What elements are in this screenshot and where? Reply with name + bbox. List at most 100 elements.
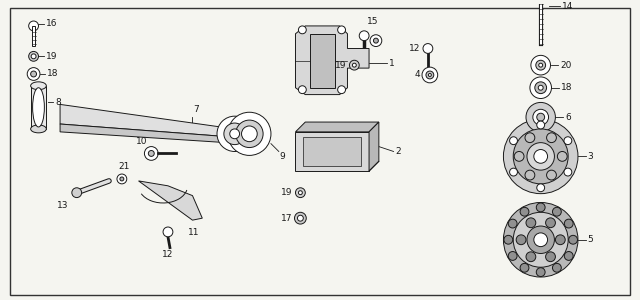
Text: 6: 6 [565,112,571,122]
Text: 2: 2 [396,147,401,156]
Circle shape [374,38,378,43]
Circle shape [535,82,547,94]
Text: 13: 13 [58,200,69,209]
Bar [310,34,335,88]
Text: 19: 19 [281,188,292,197]
Circle shape [564,219,573,228]
Circle shape [29,21,38,31]
Circle shape [370,35,382,46]
Circle shape [527,226,554,254]
Circle shape [564,137,572,145]
Circle shape [217,116,252,152]
Circle shape [547,170,556,180]
Text: 18: 18 [47,70,58,79]
Circle shape [526,252,536,262]
Text: 21: 21 [118,162,129,171]
Polygon shape [369,122,379,171]
Circle shape [504,235,513,244]
Circle shape [426,71,434,79]
Text: 16: 16 [46,20,58,28]
Circle shape [423,44,433,53]
Circle shape [31,71,36,77]
Circle shape [520,263,529,272]
Circle shape [508,251,517,260]
Circle shape [422,67,438,83]
Circle shape [536,203,545,212]
Text: 18: 18 [561,83,573,92]
Circle shape [531,56,550,75]
Circle shape [72,188,82,198]
Text: 15: 15 [367,17,379,26]
Circle shape [546,218,556,228]
Circle shape [224,123,246,145]
Circle shape [547,133,556,142]
Circle shape [520,207,529,216]
Circle shape [525,133,535,142]
Circle shape [564,251,573,260]
Circle shape [338,26,346,34]
Circle shape [513,212,568,267]
Circle shape [241,126,257,142]
Circle shape [556,235,565,245]
Circle shape [509,137,517,145]
Text: 10: 10 [136,136,147,146]
Circle shape [504,119,578,194]
Circle shape [513,129,568,184]
Ellipse shape [31,125,46,133]
Ellipse shape [33,88,44,127]
Circle shape [298,26,307,34]
Circle shape [230,129,239,139]
Text: 20: 20 [560,61,572,70]
Circle shape [534,233,548,247]
Circle shape [552,207,561,216]
Polygon shape [296,26,369,94]
Circle shape [516,235,526,245]
Text: 17: 17 [281,214,292,223]
Polygon shape [296,122,379,132]
Text: 4: 4 [415,70,420,80]
Polygon shape [60,124,241,144]
Circle shape [163,227,173,237]
Text: 11: 11 [188,228,199,237]
Text: 12: 12 [409,44,420,53]
Circle shape [526,102,556,132]
Circle shape [527,143,554,170]
Circle shape [569,235,577,244]
Bar [32,26,35,46]
Circle shape [120,177,124,181]
Circle shape [29,51,38,61]
Circle shape [557,152,567,161]
Circle shape [546,252,556,262]
Circle shape [236,120,263,148]
Circle shape [534,149,548,163]
Circle shape [525,170,535,180]
Circle shape [526,218,536,228]
Text: 7: 7 [193,105,199,114]
Text: 14: 14 [563,2,573,11]
Text: 19: 19 [335,61,346,70]
Circle shape [298,191,302,195]
Circle shape [539,63,543,67]
Circle shape [509,168,517,176]
Bar [31,86,46,129]
Polygon shape [60,104,241,138]
Circle shape [298,215,303,221]
Circle shape [537,113,545,121]
Bar [303,137,361,166]
Text: 9: 9 [280,152,285,161]
Circle shape [117,174,127,184]
Circle shape [538,85,543,90]
Circle shape [145,147,158,160]
Ellipse shape [31,82,46,90]
Circle shape [514,152,524,161]
Text: 3: 3 [588,152,593,161]
Circle shape [148,151,154,156]
Circle shape [359,31,369,40]
Circle shape [537,121,545,129]
Circle shape [564,168,572,176]
Text: 19: 19 [46,52,58,61]
Circle shape [530,77,552,98]
Circle shape [228,112,271,155]
Circle shape [533,109,548,125]
Circle shape [338,86,346,94]
